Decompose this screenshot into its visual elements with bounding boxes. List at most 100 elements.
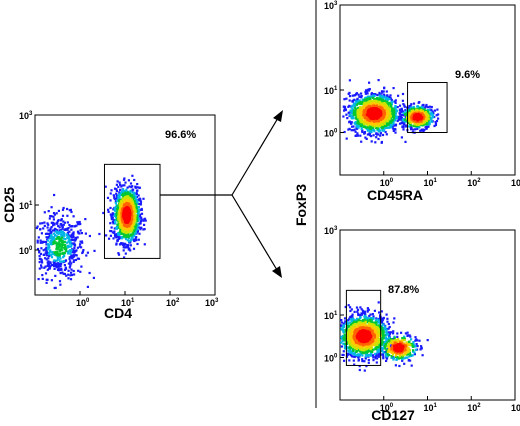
event-point xyxy=(52,263,56,266)
event-point xyxy=(62,220,65,223)
event-point xyxy=(380,321,384,324)
event-point xyxy=(56,222,59,225)
event-point xyxy=(62,206,65,210)
event-point xyxy=(403,120,406,123)
event-point xyxy=(351,351,354,354)
event-point xyxy=(351,341,354,344)
event-point xyxy=(390,356,393,359)
event-point xyxy=(132,209,135,212)
event-point xyxy=(365,345,368,348)
event-point xyxy=(377,109,381,112)
event-point xyxy=(385,100,388,103)
event-point xyxy=(122,192,125,196)
event-point xyxy=(407,115,410,118)
event-point xyxy=(364,89,368,92)
event-point xyxy=(128,227,131,230)
event-point xyxy=(380,102,383,105)
event-point xyxy=(375,323,378,326)
event-point xyxy=(375,361,378,364)
event-point xyxy=(421,124,424,127)
event-point xyxy=(383,127,386,130)
event-point xyxy=(403,122,406,125)
event-point xyxy=(386,98,389,101)
event-point xyxy=(370,103,373,106)
event-point xyxy=(386,104,389,107)
event-point xyxy=(46,254,49,257)
event-point xyxy=(436,108,439,111)
event-point xyxy=(73,273,76,276)
event-point xyxy=(144,219,147,222)
event-point xyxy=(348,341,351,344)
event-point xyxy=(376,333,379,336)
event-point xyxy=(403,362,406,365)
event-point xyxy=(377,346,380,349)
event-point xyxy=(421,108,424,111)
event-point xyxy=(42,227,45,230)
event-point xyxy=(124,235,127,238)
event-point xyxy=(384,98,387,101)
event-point xyxy=(369,317,372,320)
event-point xyxy=(398,122,402,125)
event-point xyxy=(58,255,61,258)
event-point xyxy=(129,193,132,196)
gate-box xyxy=(103,163,161,259)
event-point xyxy=(110,189,113,192)
event-point xyxy=(44,248,47,251)
event-point xyxy=(68,239,71,242)
event-point xyxy=(394,101,397,104)
event-point xyxy=(72,231,75,234)
event-point xyxy=(427,109,430,112)
event-point xyxy=(387,333,390,336)
event-point xyxy=(397,338,400,341)
event-point xyxy=(356,346,359,349)
event-point xyxy=(116,196,119,199)
event-point xyxy=(122,201,126,204)
event-point xyxy=(364,104,367,107)
event-point xyxy=(131,223,134,226)
event-point xyxy=(119,202,122,205)
event-point xyxy=(379,102,382,105)
event-point xyxy=(415,120,418,123)
event-point xyxy=(376,357,379,360)
event-point xyxy=(397,357,400,360)
event-point xyxy=(351,317,355,320)
event-point xyxy=(361,117,364,120)
event-point xyxy=(137,210,140,213)
event-point xyxy=(371,344,374,347)
event-point xyxy=(380,100,383,103)
event-point xyxy=(383,325,386,328)
event-point xyxy=(62,243,65,246)
event-point xyxy=(432,111,435,115)
event-point xyxy=(364,321,367,325)
event-point xyxy=(113,197,116,200)
event-point xyxy=(122,210,125,213)
event-point xyxy=(380,120,383,123)
event-point xyxy=(361,130,364,133)
event-point xyxy=(401,92,405,96)
event-point xyxy=(59,272,62,275)
event-point xyxy=(402,111,405,115)
event-point xyxy=(385,331,388,334)
event-point xyxy=(116,225,119,229)
event-point xyxy=(421,119,425,122)
event-point xyxy=(117,218,120,221)
event-point xyxy=(377,116,380,119)
event-point xyxy=(344,330,347,333)
event-point xyxy=(357,318,360,321)
event-point xyxy=(136,231,139,234)
event-point xyxy=(354,319,357,322)
event-point xyxy=(406,356,409,359)
event-point xyxy=(36,225,39,228)
event-point xyxy=(375,336,378,340)
event-point xyxy=(117,213,121,216)
event-point xyxy=(377,319,380,322)
event-point xyxy=(131,174,134,177)
event-point xyxy=(121,219,124,222)
event-point xyxy=(413,118,417,121)
event-point xyxy=(66,236,69,239)
event-point xyxy=(112,218,115,221)
event-point xyxy=(135,192,138,196)
event-point xyxy=(67,262,70,265)
event-point xyxy=(55,253,58,256)
